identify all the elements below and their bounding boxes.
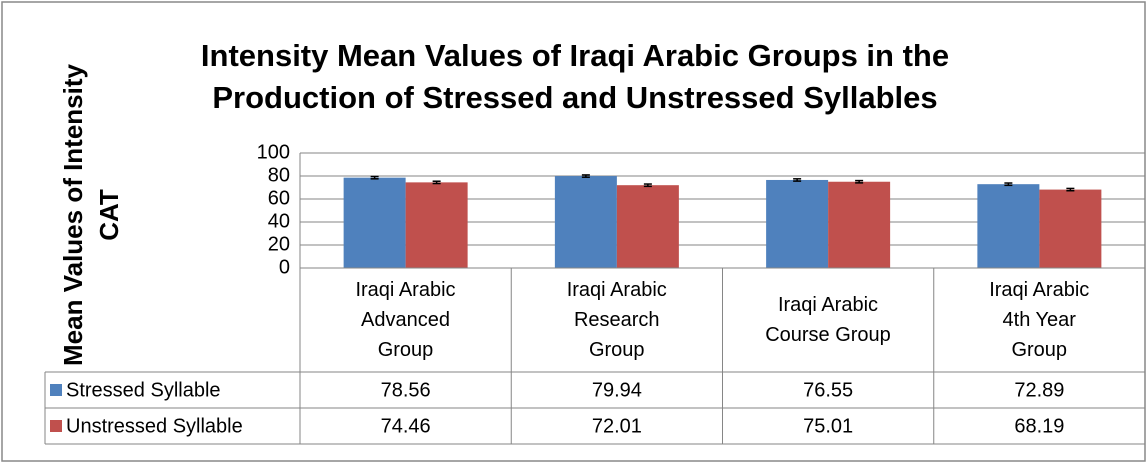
category-cell-box: Iraqi Arabic Research Group [511, 268, 722, 372]
data-table-value: 75.01 [803, 415, 853, 437]
category-cell-box: Iraqi Arabic 4th Year Group [934, 268, 1145, 372]
x-tick-label: Iraqi Arabic Course Group [765, 294, 891, 346]
data-table-value: 68.19 [1014, 415, 1064, 437]
bar [554, 176, 617, 268]
category-cell-box: Iraqi Arabic Advanced Group [300, 268, 511, 372]
data-table-value: 72.89 [1014, 379, 1064, 401]
y-axis-title-line: Mean Values of Intensity [58, 63, 88, 366]
category-cell: Iraqi Arabic Advanced Group [300, 268, 511, 372]
y-tick-label: 100 [257, 141, 290, 163]
category-cell: Iraqi Arabic Course Group [723, 268, 934, 372]
bar [977, 184, 1040, 268]
y-tick-label: 0 [279, 256, 290, 278]
y-tick-label: 40 [268, 210, 290, 232]
category-cell-box: Iraqi Arabic Course Group [723, 268, 934, 372]
y-tick-label: 60 [268, 187, 290, 209]
data-table-value: 76.55 [803, 379, 853, 401]
data-table-value: 79.94 [592, 379, 642, 401]
legend-label: Unstressed Syllable [66, 415, 243, 437]
bar [405, 182, 468, 268]
x-tick-label: Iraqi Arabic 4th Year Group [989, 279, 1090, 361]
bar [616, 185, 679, 268]
category-cell: Iraqi Arabic Research Group [511, 268, 722, 372]
data-table-value: 72.01 [592, 415, 642, 437]
x-tick-label: Iraqi Arabic Research Group [566, 279, 667, 361]
bar [1039, 189, 1102, 268]
y-axis-title: Mean Values of Intensity CAT [58, 63, 124, 366]
bar [766, 179, 829, 268]
data-table-value: 74.46 [381, 415, 431, 437]
chart-title: Production of Stressed and Unstressed Sy… [212, 80, 937, 115]
bar [343, 177, 406, 268]
data-table-value: 78.56 [381, 379, 431, 401]
x-tick-label: Iraqi Arabic Advanced Group [355, 279, 456, 361]
chart-title: Intensity Mean Values of Iraqi Arabic Gr… [201, 38, 949, 73]
y-tick-label: 20 [268, 233, 290, 255]
y-tick-label: 80 [268, 164, 290, 186]
y-axis-title-line: CAT [94, 189, 124, 241]
legend-label: Stressed Syllable [66, 379, 221, 401]
legend-key [50, 384, 62, 396]
bar [828, 181, 891, 268]
legend-key [50, 420, 62, 432]
category-cell: Iraqi Arabic 4th Year Group [934, 268, 1145, 372]
